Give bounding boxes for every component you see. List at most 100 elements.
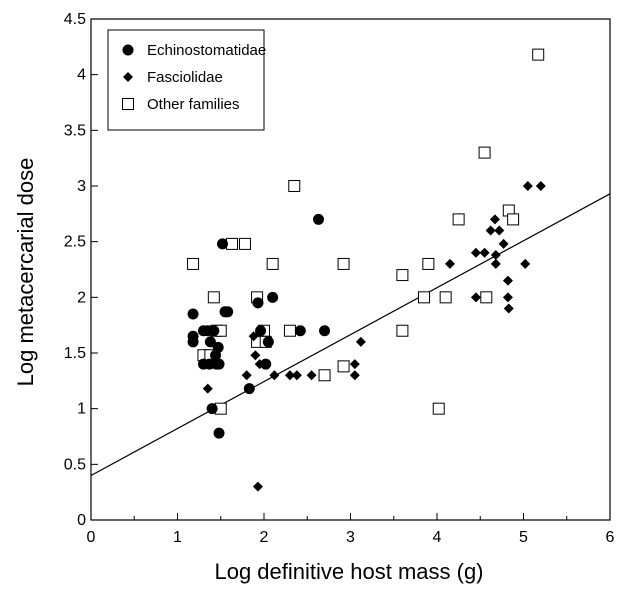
fasciolidae-point — [252, 481, 263, 492]
fasciolidae-point — [241, 370, 252, 381]
other-families-point — [266, 257, 279, 270]
tick-labels: 0 1 2 3 4 5 6 0 0.5 1 1.5 2 2.5 3 3.5 4 4.5 — [64, 11, 615, 546]
echinostomatidae-point — [267, 291, 279, 303]
other-families-point — [439, 291, 452, 304]
y-tick-label: 4 — [77, 67, 86, 84]
x-tick-label: 5 — [519, 529, 528, 546]
fasciolidae-point — [520, 258, 531, 269]
y-tick-label: 4.5 — [64, 11, 86, 28]
fasciolidae-point — [522, 181, 533, 191]
fasciolidae-point — [503, 303, 514, 314]
other-families-point — [432, 402, 445, 415]
echinostomatidae-point — [312, 213, 324, 225]
legend-label: Echinostomatidae — [147, 42, 266, 59]
fasciolidae-point — [479, 247, 490, 258]
echinostomatidae-point — [319, 325, 331, 337]
y-tick-label: 0 — [77, 512, 86, 529]
fasciolidae-point — [284, 370, 295, 381]
y-tick-label: 1 — [77, 401, 86, 418]
echinostomatidae-point — [216, 238, 228, 250]
other-families-point — [238, 237, 251, 250]
echinostomatidae-point — [212, 341, 224, 353]
echinostomatidae-point — [294, 325, 306, 337]
fasciolidae-point — [306, 370, 317, 381]
echinostomatidae-point — [262, 336, 274, 348]
echinostomatidae-point — [243, 383, 255, 395]
other-families-point — [532, 48, 545, 61]
fasciolidae-point — [250, 350, 261, 361]
regression-line-group — [90, 193, 611, 476]
echinostomatidae-point — [208, 325, 220, 337]
echinostomatidae-point — [187, 308, 199, 320]
x-tick-label: 2 — [260, 529, 269, 546]
axis-ticks — [90, 18, 611, 521]
fasciolidae-point — [489, 214, 500, 225]
fasciolidae-point — [470, 292, 481, 303]
fasciolidae-point — [291, 370, 302, 381]
fasciolidae-point — [494, 225, 505, 236]
other-families-point — [207, 291, 220, 304]
other-families-point — [478, 146, 491, 159]
fasciolidae-point — [269, 370, 280, 381]
fasciolidae-point — [349, 370, 360, 381]
echinostomatidae-point — [187, 336, 199, 348]
fasciolidae-point — [502, 292, 513, 303]
other-families-point — [452, 213, 465, 226]
echinostomatidae-point — [206, 403, 218, 415]
legend-marker — [122, 44, 134, 56]
echinostomatidae-point — [213, 427, 225, 439]
y-tick-label: 2 — [77, 289, 86, 306]
y-tick-label: 3 — [77, 178, 86, 195]
legend-label: Other families — [147, 96, 240, 113]
x-tick-label: 3 — [346, 529, 355, 546]
x-tick-label: 6 — [606, 529, 615, 546]
other-families-point — [480, 291, 493, 304]
other-families-point — [283, 324, 296, 337]
fasciolidae-point — [355, 336, 366, 347]
legend: Echinostomatidae Fasciolidae Other familie… — [107, 29, 266, 131]
other-families-point — [337, 360, 350, 373]
other-families-point — [318, 369, 331, 382]
echinostomatidae-point — [255, 325, 267, 337]
x-tick-label: 0 — [87, 529, 96, 546]
legend-box — [107, 29, 265, 131]
other-families-point — [225, 237, 238, 250]
fasciolidae-point — [535, 181, 546, 191]
legend-marker — [123, 72, 133, 82]
y-tick-label: 2.5 — [64, 234, 86, 251]
other-families-point — [396, 269, 409, 282]
fasciolidae-point — [502, 275, 513, 286]
other-families-point — [418, 291, 431, 304]
regression-line — [90, 193, 611, 476]
fasciolidae-point — [202, 383, 213, 394]
other-families-point — [396, 324, 409, 337]
y-tick-label: 0.5 — [64, 456, 86, 473]
echinostomatidae-point — [222, 306, 234, 318]
fasciolidae-point — [490, 250, 501, 261]
y-tick-label: 1.5 — [64, 345, 86, 362]
legend-marker — [122, 98, 134, 110]
echinostomatidae-point — [213, 358, 225, 370]
other-families-point — [422, 257, 435, 270]
echinostomatidae-point — [252, 297, 264, 309]
x-axis-label: Log definitive host mass (g) — [214, 559, 483, 584]
other-families-point — [288, 180, 301, 192]
y-tick-label: 3.5 — [64, 122, 86, 139]
fasciolidae-point — [349, 359, 360, 370]
echinostomatidae-point — [260, 358, 272, 370]
x-tick-label: 4 — [433, 529, 442, 546]
data-points — [187, 48, 546, 492]
other-families-point — [507, 213, 520, 226]
x-tick-label: 1 — [173, 529, 182, 546]
fasciolidae-point — [490, 258, 501, 269]
fasciolidae-point — [485, 225, 496, 236]
other-families-point — [187, 257, 200, 270]
fasciolidae-point — [470, 247, 481, 258]
fasciolidae-point — [444, 258, 455, 269]
legend-label: Fasciolidae — [147, 69, 223, 86]
y-axis-label: Log metacercarial dose — [13, 158, 38, 387]
echinostomatidae-point — [204, 336, 216, 348]
other-families-point — [337, 257, 350, 270]
fasciolidae-point — [498, 238, 509, 249]
